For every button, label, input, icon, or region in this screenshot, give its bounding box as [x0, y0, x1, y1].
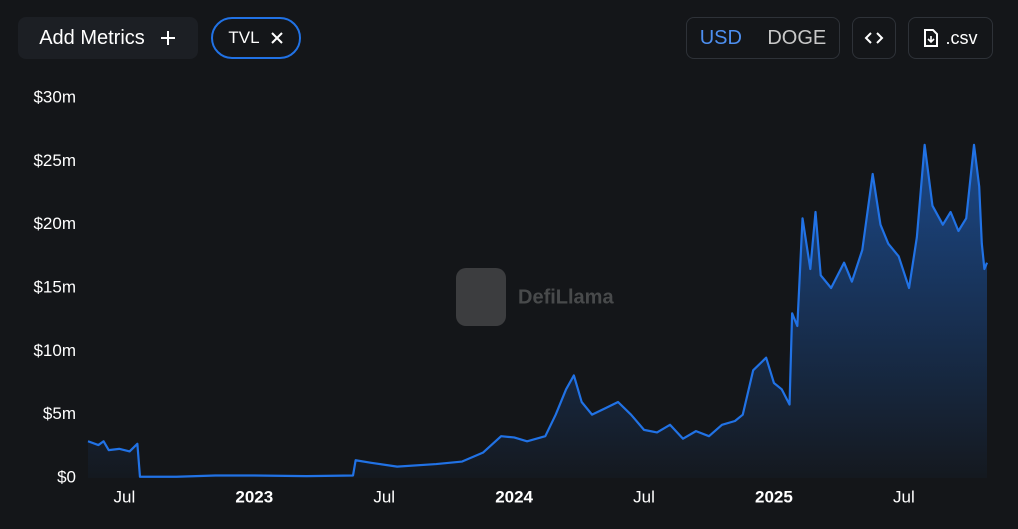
y-tick-label: $25m [33, 151, 76, 170]
metric-tag[interactable]: TVL [211, 17, 301, 59]
currency-toggle: USD DOGE [686, 17, 840, 59]
x-tick-label: Jul [893, 487, 915, 506]
plus-icon [160, 31, 175, 45]
csv-label: .csv [945, 27, 978, 48]
y-tick-label: $15m [33, 277, 76, 296]
csv-button[interactable]: .csv [908, 17, 993, 59]
close-icon [270, 32, 283, 44]
y-tick-label: $5m [43, 404, 76, 423]
x-tick-label: 2024 [495, 487, 533, 506]
watermark: DefiLlama [456, 268, 614, 326]
x-tick-label: Jul [633, 487, 655, 506]
currency-usd[interactable]: USD [699, 26, 742, 49]
x-tick-label: Jul [373, 487, 395, 506]
area-fill [88, 144, 987, 478]
y-tick-label: $0 [57, 467, 76, 486]
add-metrics-button[interactable]: Add Metrics [18, 17, 198, 59]
embed-button[interactable] [852, 17, 896, 59]
y-tick-label: $10m [33, 341, 76, 360]
metric-tag-label: TVL [228, 28, 260, 47]
file-icon [924, 29, 939, 47]
x-tick-label: 2025 [755, 487, 793, 506]
x-tick-label: 2023 [235, 487, 273, 506]
y-tick-label: $30m [33, 87, 76, 106]
currency-doge[interactable]: DOGE [767, 26, 827, 49]
y-tick-label: $20m [33, 214, 76, 233]
code-icon [864, 32, 884, 44]
tvl-line [87, 143, 989, 478]
x-tick-label: Jul [114, 487, 136, 506]
watermark-text: DefiLlama [518, 286, 614, 308]
add-metrics-label: Add Metrics [39, 26, 145, 49]
